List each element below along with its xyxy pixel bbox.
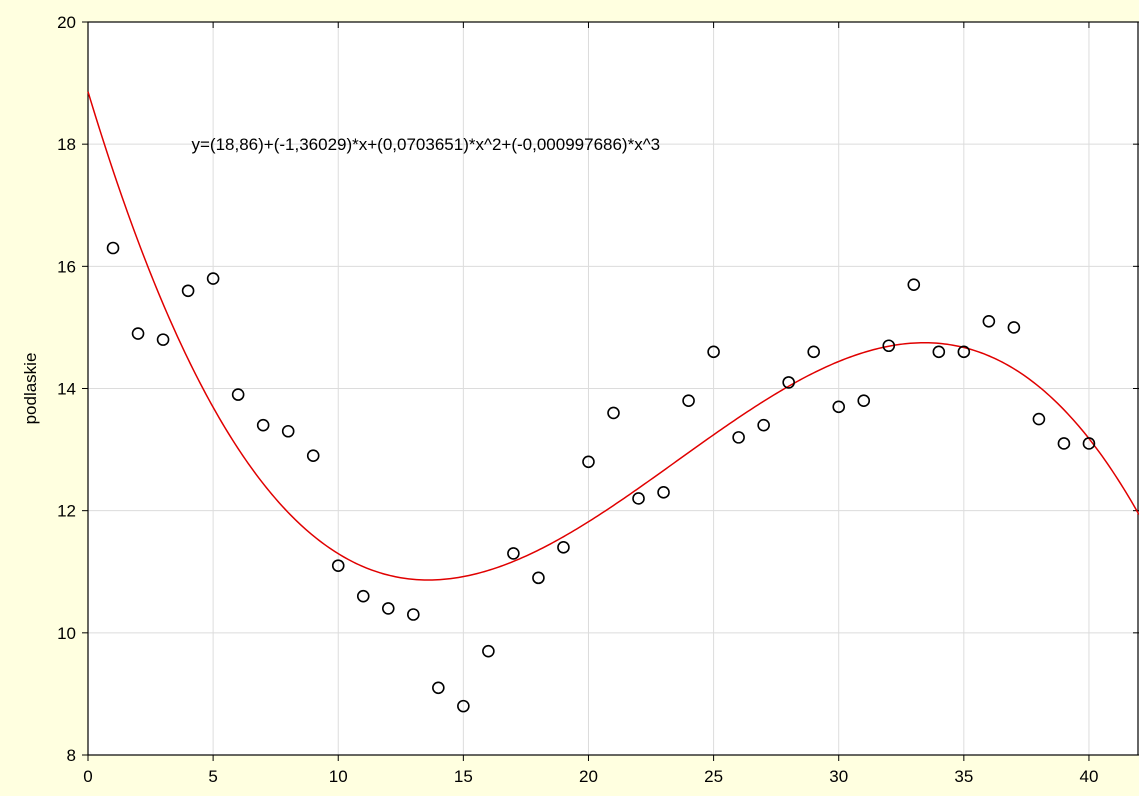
- fit-equation-label: y=(18,86)+(-1,36029)*x+(0,0703651)*x^2+(…: [191, 135, 660, 154]
- data-point: [306, 449, 320, 462]
- data-point: [557, 541, 570, 554]
- data-point: [432, 681, 445, 695]
- data-point: [482, 644, 495, 658]
- data-point: [1007, 321, 1021, 334]
- data-point: [131, 327, 145, 340]
- data-point: [331, 559, 345, 572]
- x-tick-label: 10: [329, 767, 348, 786]
- y-tick-label: 20: [57, 13, 76, 32]
- data-point: [657, 486, 670, 499]
- y-tick-label: 18: [57, 135, 76, 154]
- data-point: [457, 699, 470, 713]
- tick-labels: 0 5 10 15 20 25 30 35 40 8 10 12 14 16 18 20: [57, 13, 1098, 786]
- data-point: [206, 272, 220, 285]
- data-point: [982, 315, 996, 328]
- y-tick-label: 12: [57, 502, 76, 521]
- data-point: [356, 589, 370, 603]
- data-point: [632, 492, 645, 505]
- fit-curve: [87, 91, 1139, 581]
- x-tick-label: 25: [704, 767, 723, 786]
- x-tick-label: 15: [454, 767, 473, 786]
- data-point: [231, 388, 245, 401]
- x-tick-label: 35: [954, 767, 973, 786]
- x-tick-label: 20: [579, 767, 598, 786]
- data-point: [381, 602, 395, 615]
- y-axis-label: podlaskie: [21, 353, 40, 425]
- data-point: [407, 608, 420, 621]
- data-point: [882, 339, 896, 353]
- data-point: [707, 345, 720, 359]
- data-point: [156, 333, 170, 346]
- data-point: [1032, 412, 1046, 426]
- data-point: [582, 455, 595, 469]
- data-point: [807, 345, 820, 359]
- grid-lines: [88, 22, 1139, 755]
- x-tick-label: 0: [83, 767, 92, 786]
- data-point: [782, 376, 795, 389]
- x-tick-label: 5: [208, 767, 217, 786]
- data-point: [757, 418, 770, 432]
- data-point: [682, 394, 695, 408]
- data-point: [281, 424, 295, 438]
- x-tick-label: 30: [829, 767, 848, 786]
- data-point: [932, 345, 946, 359]
- data-point: [1057, 437, 1071, 450]
- data-point: [832, 400, 846, 414]
- data-point: [857, 394, 871, 408]
- y-tick-label: 16: [57, 257, 76, 276]
- data-point: [256, 418, 270, 432]
- y-tick-label: 8: [67, 746, 76, 765]
- data-points: [106, 241, 1096, 713]
- data-point: [1082, 437, 1096, 450]
- plot-frame: [87, 21, 1139, 756]
- data-point: [507, 547, 520, 560]
- x-tick-label: 40: [1079, 767, 1098, 786]
- data-point: [607, 406, 620, 420]
- data-point: [106, 241, 120, 255]
- y-tick-label: 10: [57, 624, 76, 643]
- y-tick-label: 14: [57, 380, 76, 399]
- data-point: [732, 431, 745, 444]
- data-point: [181, 284, 195, 298]
- data-point: [907, 278, 921, 291]
- axes: [82, 21, 1139, 761]
- data-point: [957, 345, 971, 359]
- data-point: [532, 571, 545, 585]
